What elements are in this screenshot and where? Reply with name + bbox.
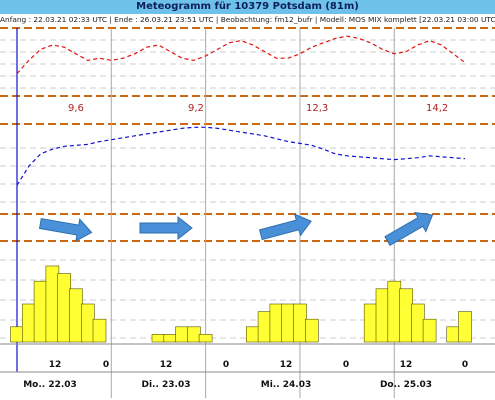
run-info: Anfang : 22.03.21 02:33 UTC | Ende : 26.… [0,15,495,24]
threshold-label-4: 14,2 [426,103,448,114]
precip-bar [10,326,24,343]
precip-bar [198,334,213,343]
threshold-label-3: 12,3 [306,103,328,114]
day-label-1: Mo.. 22.03 [23,380,77,390]
precip-bar [69,288,83,343]
precip-bar [257,311,272,343]
precip-bar [446,326,461,343]
precip-bar [458,311,472,343]
hour-label-7: 12 [400,360,413,370]
middle-panel [0,123,495,215]
wind-arrow [384,211,434,247]
threshold-label-1: 9,6 [68,103,84,114]
precip-bar [45,265,60,343]
precip-bar [151,334,166,343]
precip-bars [10,265,472,343]
precip-bar [81,303,95,343]
middle-series-line [16,126,466,186]
precip-bar [399,288,413,343]
precip-bar [57,273,72,343]
hour-label-3: 12 [160,360,173,370]
precip-bar [269,303,284,343]
middle-series-path [16,126,466,186]
wind-arrow [258,213,312,241]
hour-label-2: 0 [103,360,109,370]
precip-bar [163,334,178,343]
precip-bar [304,318,319,343]
precip-bar [422,318,437,343]
hour-label-1: 12 [49,360,62,370]
top-series-path [16,35,466,74]
precip-bar [293,303,307,343]
top-panel [0,27,495,97]
day-label-3: Mi.. 24.03 [261,380,311,390]
wind-arrows [38,211,434,247]
page-title: Meteogramm für 10379 Potsdam (81m) [0,0,495,14]
precip-bar [387,280,402,343]
day-label-4: Do.. 25.03 [380,380,432,390]
hour-label-5: 12 [280,360,293,370]
hour-label-4: 0 [223,360,229,370]
wind-arrow [139,215,193,241]
day-label-2: Di.. 23.03 [142,380,191,390]
precip-bar [281,303,296,343]
top-series-line [16,35,466,74]
hour-label-8: 0 [462,360,468,370]
precip-bar [187,326,201,343]
precip-bar [21,303,36,343]
hour-label-6: 0 [343,360,349,370]
precip-bar [175,326,189,343]
precip-bar [411,303,425,343]
precip-bar [33,280,48,343]
threshold-label-2: 9,2 [188,103,204,114]
precip-bar [363,303,378,343]
wind-arrow [38,217,93,242]
precip-bar [92,318,107,343]
precip-bar [246,326,260,343]
precip-bar [375,288,390,343]
